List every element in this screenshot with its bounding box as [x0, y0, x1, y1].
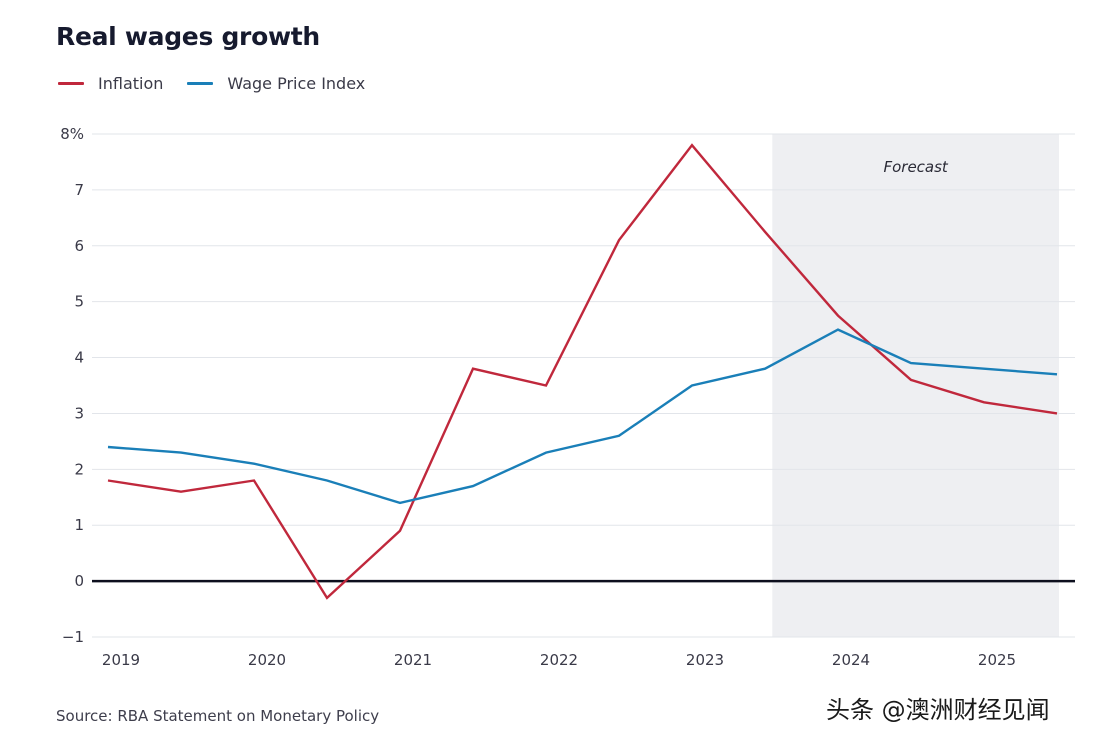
- y-tick-label: 3: [74, 404, 84, 422]
- chart-title: Real wages growth: [56, 22, 320, 51]
- forecast-label: Forecast: [883, 158, 948, 176]
- x-tick-label: 2023: [686, 651, 724, 669]
- legend-label-inflation: Inflation: [98, 74, 164, 93]
- forecast-shaded-region: [772, 134, 1059, 637]
- x-tick-label: 2021: [394, 651, 432, 669]
- y-tick-label: 2: [74, 460, 84, 478]
- x-tick-label: 2019: [102, 651, 140, 669]
- y-tick-label: 7: [74, 181, 84, 199]
- y-tick-label: 0: [74, 572, 84, 590]
- y-tick-label: 1: [74, 516, 84, 534]
- watermark: 头条 @澳洲财经见闻: [826, 696, 1050, 724]
- y-tick-label: 6: [74, 237, 84, 255]
- chart-legend: Inflation Wage Price Index: [58, 74, 389, 93]
- x-tick-label: 2025: [978, 651, 1016, 669]
- legend-item-inflation: Inflation: [58, 74, 163, 93]
- series-line-inflation: [107, 143, 1058, 600]
- legend-swatch-inflation: [58, 82, 84, 85]
- y-tick-label: 8%: [60, 125, 84, 143]
- legend-label-wage-price-index: Wage Price Index: [227, 74, 366, 93]
- y-tick-label: 4: [74, 349, 84, 367]
- legend-item-wage-price-index: Wage Price Index: [187, 74, 365, 93]
- y-tick-label: 5: [74, 293, 84, 311]
- x-tick-label: 2020: [248, 651, 286, 669]
- y-tick-label: −1: [62, 628, 84, 646]
- legend-swatch-wage-price-index: [187, 82, 214, 85]
- x-tick-label: 2024: [832, 651, 870, 669]
- x-tick-label: 2022: [540, 651, 578, 669]
- series-line-wage-price-index: [107, 328, 1058, 505]
- source-note: Source: RBA Statement on Monetary Policy: [56, 707, 380, 725]
